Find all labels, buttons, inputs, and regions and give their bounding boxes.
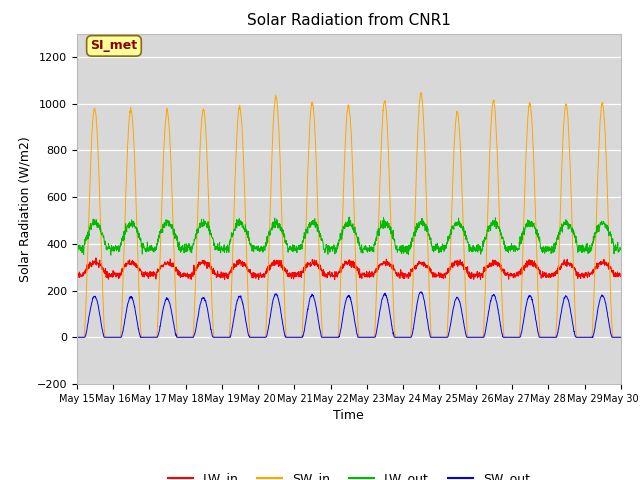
Line: SW_in: SW_in [77, 93, 621, 337]
Y-axis label: Solar Radiation (W/m2): Solar Radiation (W/m2) [18, 136, 31, 282]
SW_out [569, 321, 577, 327]
SW_in [225, 335, 232, 340]
SW_out [617, 335, 625, 340]
SW_out [507, 335, 515, 340]
LW_in [365, 273, 372, 278]
Line: LW_in: LW_in [77, 258, 621, 280]
SW_in [417, 90, 425, 96]
SW_in [569, 243, 577, 249]
SW_in [73, 335, 81, 340]
SW_in [617, 335, 625, 340]
LW_in [225, 274, 232, 279]
LW_out [107, 252, 115, 258]
Text: SI_met: SI_met [90, 39, 138, 52]
LW_in [73, 271, 81, 277]
LW_out [377, 218, 385, 224]
LW_in [377, 263, 385, 268]
SW_in [507, 335, 515, 340]
LW_out [584, 251, 592, 256]
LW_in [584, 270, 592, 276]
LW_out [507, 243, 515, 249]
X-axis label: Time: Time [333, 409, 364, 422]
SW_out [417, 289, 425, 295]
SW_out [364, 335, 372, 340]
SW_in [584, 335, 591, 340]
LW_out [346, 214, 353, 220]
LW_in [92, 255, 100, 261]
LW_out [569, 230, 577, 236]
LW_in [569, 263, 577, 269]
LW_in [331, 277, 339, 283]
LW_in [507, 270, 515, 276]
Line: SW_out: SW_out [77, 292, 621, 337]
SW_out [376, 307, 384, 313]
SW_in [364, 335, 372, 340]
Title: Solar Radiation from CNR1: Solar Radiation from CNR1 [247, 13, 451, 28]
SW_out [584, 335, 591, 340]
SW_in [376, 177, 384, 182]
LW_out [365, 248, 372, 253]
LW_out [617, 246, 625, 252]
SW_out [73, 335, 81, 340]
Line: LW_out: LW_out [77, 217, 621, 255]
Legend: LW_in, SW_in, LW_out, SW_out: LW_in, SW_in, LW_out, SW_out [163, 468, 535, 480]
LW_out [73, 247, 81, 252]
LW_out [225, 247, 232, 252]
SW_out [225, 335, 232, 340]
LW_in [617, 274, 625, 279]
